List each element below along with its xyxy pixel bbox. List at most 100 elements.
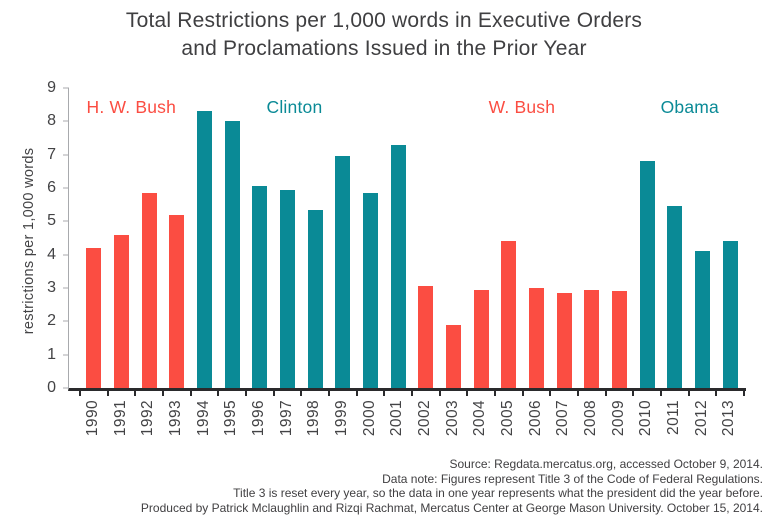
y-tick-9 — [63, 87, 69, 89]
chart-title: Total Restrictions per 1,000 words in Ex… — [0, 7, 768, 63]
x-tick — [328, 391, 330, 396]
x-label-slot-2011: 2011 — [660, 400, 688, 458]
bar-slot-2001 — [384, 88, 412, 388]
president-label-obama: Obama — [660, 97, 719, 117]
x-label-slot-1992: 1992 — [134, 400, 162, 458]
x-tick — [715, 391, 718, 396]
bar-slot-1991 — [108, 88, 136, 388]
y-tick-5 — [63, 220, 69, 222]
bar-slot-1992 — [135, 88, 163, 388]
x-tick-label-1990: 1990 — [83, 400, 101, 437]
x-tick-label-2002: 2002 — [415, 400, 433, 437]
y-tick-label-9: 9 — [47, 79, 56, 96]
bar-2004 — [473, 289, 489, 388]
bar-slot-2012 — [689, 88, 717, 388]
bar-2008 — [584, 289, 600, 388]
x-tick — [134, 391, 137, 396]
x-label-slot-2004: 2004 — [466, 400, 494, 458]
bar-1996 — [252, 186, 268, 388]
footer-source-line: Source: Regdata.mercatus.org, accessed O… — [449, 457, 763, 471]
y-tick-8 — [63, 120, 69, 122]
y-tick-7 — [63, 154, 69, 156]
x-tick — [189, 391, 192, 396]
y-tick-label-4: 4 — [47, 245, 56, 263]
x-label-slot-2010: 2010 — [632, 400, 660, 458]
x-label-slot-2001: 2001 — [383, 400, 411, 458]
x-tick — [106, 391, 109, 396]
president-label-clinton: Clinton — [266, 97, 323, 117]
x-tick-label-2011: 2011 — [664, 400, 682, 435]
x-tick-label-1997: 1997 — [277, 400, 295, 437]
bar-2009 — [612, 291, 628, 388]
bar-slot-1998 — [301, 88, 329, 388]
x-tick — [660, 391, 662, 396]
bar-slot-2008 — [578, 88, 606, 388]
y-tick-6 — [63, 187, 69, 189]
y-tick-2 — [63, 320, 69, 322]
bar-2013 — [722, 241, 738, 388]
bar-slot-2006 — [523, 88, 551, 388]
x-tick — [411, 391, 413, 396]
x-tick — [743, 391, 745, 396]
bar-slot-2004 — [467, 88, 495, 388]
footer-notes: Source: Regdata.mercatus.org, accessed O… — [141, 457, 763, 515]
footer-data-note-line: Data note: Figures represent Title 3 of … — [382, 471, 763, 486]
bar-2001 — [390, 144, 406, 388]
y-tick-3 — [63, 287, 69, 289]
x-label-slot-1996: 1996 — [245, 400, 273, 458]
x-tick — [245, 391, 247, 396]
x-tick-label-2008: 2008 — [581, 400, 599, 437]
x-tick-label-2012: 2012 — [692, 400, 710, 437]
bar-slot-1997 — [274, 88, 302, 388]
x-tick — [272, 391, 275, 396]
bar-1992 — [141, 193, 157, 388]
y-tick-0 — [63, 387, 69, 389]
x-label-slot-2013: 2013 — [715, 400, 743, 458]
x-tick — [521, 391, 524, 396]
bar-2007 — [556, 293, 572, 388]
x-tick — [632, 391, 635, 396]
x-label-slot-1994: 1994 — [190, 400, 218, 458]
x-tick-label-2009: 2009 — [609, 400, 627, 437]
y-tick-label-5: 5 — [47, 212, 56, 230]
y-tick-label-2: 2 — [47, 312, 56, 330]
x-tick — [466, 391, 469, 396]
bar-slot-1996 — [246, 88, 274, 388]
x-tick-label-1996: 1996 — [249, 400, 267, 437]
x-tick-label-2013: 2013 — [720, 400, 738, 437]
x-label-slot-2008: 2008 — [577, 400, 605, 458]
bar-slot-2007 — [550, 88, 578, 388]
bar-1999 — [335, 156, 351, 388]
bar-slot-2011 — [661, 88, 689, 388]
x-tick-label-2001: 2001 — [388, 400, 406, 437]
x-label-slot-1999: 1999 — [328, 400, 356, 458]
x-tick-label-1999: 1999 — [332, 400, 350, 437]
x-label-slot-1997: 1997 — [273, 400, 301, 458]
x-label-slot-2003: 2003 — [439, 400, 467, 458]
x-tick-label-2004: 2004 — [471, 400, 489, 437]
bars-container — [69, 88, 746, 388]
x-tick-label-2003: 2003 — [443, 400, 461, 437]
x-label-slot-1998: 1998 — [300, 400, 328, 458]
bar-2006 — [529, 288, 545, 388]
x-tick-label-2006: 2006 — [526, 400, 544, 437]
x-label-slot-2005: 2005 — [494, 400, 522, 458]
bar-1997 — [280, 189, 296, 388]
y-tick-label-6: 6 — [47, 179, 56, 196]
x-tick-label-2005: 2005 — [498, 400, 516, 437]
bar-slot-2009 — [606, 88, 634, 388]
x-label-slot-1995: 1995 — [217, 400, 245, 458]
x-axis-labels: 1990 1991 1992 1993 1994 1995 1996 1997 1998 1999… — [79, 400, 743, 458]
x-label-slot-2009: 2009 — [605, 400, 633, 458]
footer-title3-note-line: Title 3 is reset every year, so the data… — [233, 486, 763, 500]
bar-1995 — [224, 121, 240, 388]
bar-slot-1999 — [329, 88, 357, 388]
x-tick-label-2010: 2010 — [637, 400, 655, 437]
x-tick — [549, 391, 552, 396]
x-tick-label-1993: 1993 — [166, 400, 184, 437]
bar-2000 — [363, 193, 379, 388]
x-tick — [217, 391, 220, 396]
president-label-w-bush: W. Bush — [488, 97, 556, 117]
x-tick-label-1994: 1994 — [194, 400, 212, 437]
